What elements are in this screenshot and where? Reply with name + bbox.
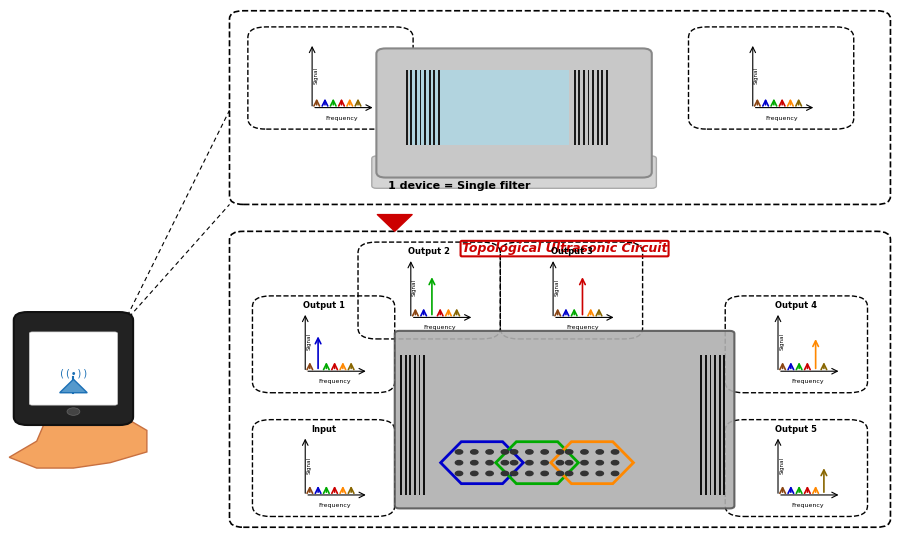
Circle shape — [486, 471, 493, 476]
Circle shape — [455, 461, 463, 465]
Text: Output 2: Output 2 — [409, 247, 450, 257]
FancyBboxPatch shape — [29, 332, 118, 405]
Polygon shape — [60, 379, 87, 393]
FancyBboxPatch shape — [14, 312, 133, 425]
Bar — [419, 355, 420, 495]
Circle shape — [526, 461, 533, 465]
Circle shape — [596, 471, 603, 476]
Text: Signal: Signal — [307, 333, 311, 350]
Circle shape — [581, 461, 588, 465]
Bar — [414, 355, 416, 495]
Bar — [438, 70, 440, 145]
Polygon shape — [9, 420, 147, 468]
Bar — [406, 70, 408, 145]
Circle shape — [565, 461, 573, 465]
Bar — [424, 70, 426, 145]
Text: Signal: Signal — [307, 457, 311, 474]
Circle shape — [471, 461, 478, 465]
Bar — [409, 70, 569, 145]
Circle shape — [596, 450, 603, 454]
Text: Output 4: Output 4 — [776, 301, 817, 310]
Circle shape — [556, 461, 564, 465]
Circle shape — [541, 461, 548, 465]
FancyBboxPatch shape — [376, 48, 652, 178]
Circle shape — [486, 461, 493, 465]
Bar — [420, 70, 421, 145]
Bar — [423, 355, 425, 495]
Bar — [700, 355, 702, 495]
FancyArrowPatch shape — [377, 215, 412, 231]
Text: Frequency: Frequency — [325, 116, 358, 121]
Bar — [578, 70, 580, 145]
Bar — [588, 70, 589, 145]
Text: Signal: Signal — [779, 333, 784, 350]
FancyBboxPatch shape — [372, 156, 656, 188]
Bar — [583, 70, 585, 145]
Circle shape — [455, 471, 463, 476]
Bar — [601, 70, 603, 145]
Text: Input: Input — [311, 425, 336, 434]
Bar — [433, 70, 435, 145]
Text: Frequency: Frequency — [791, 503, 823, 508]
Circle shape — [510, 450, 518, 454]
Text: Output 3: Output 3 — [551, 247, 592, 257]
Circle shape — [596, 461, 603, 465]
Circle shape — [565, 450, 573, 454]
Bar — [606, 70, 608, 145]
Bar — [597, 70, 599, 145]
Circle shape — [581, 450, 588, 454]
Bar — [400, 355, 402, 495]
Bar — [719, 355, 721, 495]
Circle shape — [510, 471, 518, 476]
Circle shape — [471, 471, 478, 476]
Text: Signal: Signal — [412, 279, 417, 296]
Circle shape — [501, 471, 509, 476]
Text: Frequency: Frequency — [791, 379, 823, 384]
Circle shape — [611, 471, 619, 476]
Text: Signal: Signal — [754, 67, 759, 84]
Circle shape — [541, 471, 548, 476]
Text: ((•)): ((•)) — [59, 369, 88, 379]
Bar — [705, 355, 707, 495]
Circle shape — [471, 450, 478, 454]
Text: Frequency: Frequency — [566, 325, 599, 330]
Bar — [415, 70, 417, 145]
Circle shape — [486, 450, 493, 454]
Bar — [429, 70, 431, 145]
Text: Frequency: Frequency — [319, 503, 351, 508]
Bar — [574, 70, 576, 145]
Circle shape — [611, 450, 619, 454]
Bar — [723, 355, 725, 495]
Text: Signal: Signal — [554, 279, 559, 296]
Circle shape — [526, 450, 533, 454]
Circle shape — [565, 471, 573, 476]
Bar — [405, 355, 407, 495]
Circle shape — [611, 461, 619, 465]
Bar — [714, 355, 716, 495]
Circle shape — [541, 450, 548, 454]
Text: Topological Ultrasonic Circuit: Topological Ultrasonic Circuit — [462, 242, 667, 255]
Circle shape — [501, 461, 509, 465]
Circle shape — [556, 450, 564, 454]
Circle shape — [581, 471, 588, 476]
Circle shape — [556, 471, 564, 476]
Text: Frequency: Frequency — [766, 116, 799, 121]
Bar — [592, 70, 594, 145]
Bar — [710, 355, 711, 495]
Circle shape — [510, 461, 518, 465]
Circle shape — [455, 450, 463, 454]
Text: Signal: Signal — [779, 457, 784, 474]
Circle shape — [67, 408, 80, 415]
Text: Frequency: Frequency — [424, 325, 456, 330]
FancyBboxPatch shape — [395, 331, 734, 508]
Text: Frequency: Frequency — [319, 379, 351, 384]
Circle shape — [501, 450, 509, 454]
Bar — [410, 70, 412, 145]
Text: 1 device = Single filter: 1 device = Single filter — [387, 181, 531, 191]
Circle shape — [526, 471, 533, 476]
Text: Output 1: Output 1 — [303, 301, 344, 310]
Text: Signal: Signal — [313, 67, 319, 84]
Bar — [409, 355, 411, 495]
Text: Output 5: Output 5 — [776, 425, 817, 434]
